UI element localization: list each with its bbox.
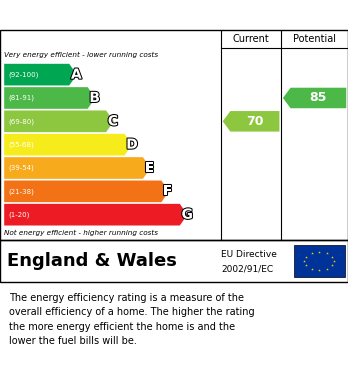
Polygon shape (4, 157, 151, 179)
Text: F: F (163, 184, 173, 198)
Text: (39-54): (39-54) (8, 165, 34, 171)
Text: Not energy efficient - higher running costs: Not energy efficient - higher running co… (4, 230, 158, 236)
Text: A: A (71, 68, 82, 82)
Text: 2002/91/EC: 2002/91/EC (221, 265, 273, 274)
Text: 70: 70 (246, 115, 264, 128)
Polygon shape (223, 111, 279, 132)
Polygon shape (4, 134, 132, 156)
Text: B: B (89, 91, 100, 105)
Polygon shape (4, 64, 77, 86)
Polygon shape (4, 111, 114, 132)
Bar (294, 245, 345, 277)
Polygon shape (283, 88, 346, 108)
Text: G: G (182, 208, 193, 222)
Text: Very energy efficient - lower running costs: Very energy efficient - lower running co… (4, 52, 158, 58)
Polygon shape (4, 204, 188, 226)
Text: C: C (108, 114, 118, 128)
Text: (81-91): (81-91) (8, 95, 34, 101)
Text: Current: Current (233, 34, 269, 44)
Text: (21-38): (21-38) (8, 188, 34, 195)
Text: (1-20): (1-20) (8, 212, 30, 218)
Text: Energy Efficiency Rating: Energy Efficiency Rating (69, 7, 279, 23)
Text: 85: 85 (310, 91, 327, 104)
Polygon shape (4, 181, 169, 202)
Text: D: D (126, 138, 138, 152)
Text: EU Directive: EU Directive (221, 250, 277, 259)
Text: (92-100): (92-100) (8, 72, 39, 78)
Text: (55-68): (55-68) (8, 142, 34, 148)
Text: The energy efficiency rating is a measure of the
overall efficiency of a home. T: The energy efficiency rating is a measur… (9, 293, 254, 346)
Text: Potential: Potential (293, 34, 336, 44)
Text: (69-80): (69-80) (8, 118, 34, 125)
Polygon shape (4, 87, 95, 109)
Text: E: E (145, 161, 154, 175)
Text: England & Wales: England & Wales (7, 252, 177, 270)
